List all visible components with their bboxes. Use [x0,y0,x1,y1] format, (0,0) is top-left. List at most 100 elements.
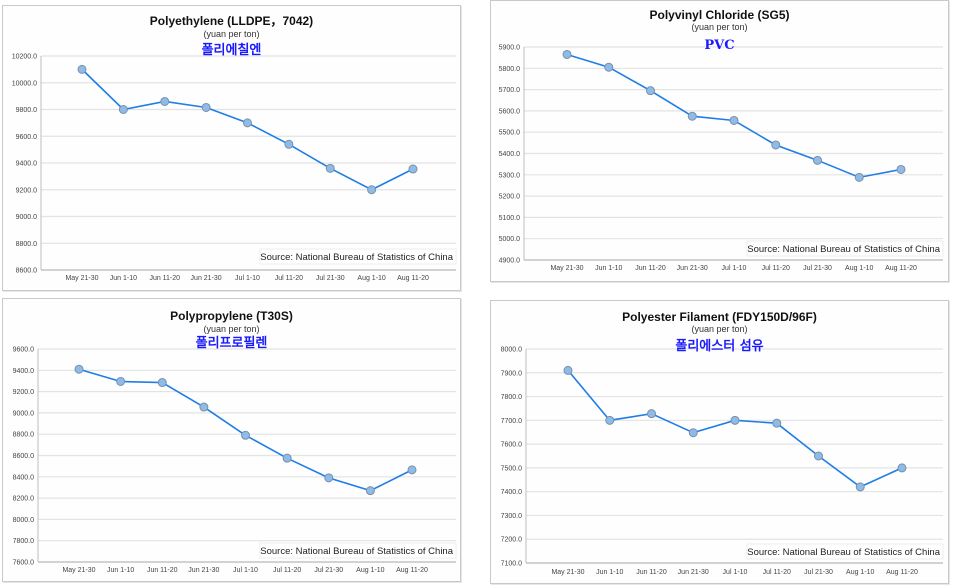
korean-annotation: 폴리에칠엔 [202,42,262,58]
y-tick-label: 8600.0 [16,268,38,275]
y-tick-label: 7600.0 [13,560,35,567]
y-tick-label: 8000.0 [13,517,35,524]
x-tick-label: Aug 1-10 [846,569,875,576]
data-point [813,155,822,165]
y-tick-label: 9400.0 [16,161,38,168]
y-tick-label: 7200.0 [501,537,523,544]
data-point [116,376,126,386]
data-point [814,451,823,461]
x-tick-label: Jun 1-10 [110,275,137,282]
data-point [282,453,292,463]
chart-title: Polyvinyl Chloride (SG5) [649,8,789,22]
chart-panel-pvc: 4900.0 5000.0 5100.0 5200.0 5300.0 5400.0 5500… [490,0,949,282]
source-note: Source: National Bureau of Statistics of… [747,547,940,558]
x-tick-label: Jul 11-20 [763,569,791,576]
y-tick-label: 7100.0 [501,561,523,568]
y-tick-label: 8000.0 [501,347,523,354]
chart-pvc: 4900.0 5000.0 5100.0 5200.0 5300.0 5400.0 5500… [499,8,944,272]
x-tick-label: May 21-30 [62,567,95,574]
x-tick-label: May 21-30 [550,265,583,272]
data-point [324,473,334,483]
data-point [772,418,782,428]
chart-panel-polypropylene: 7600.0 7800.0 8000.0 8200.0 8400.0 8600.0 8800… [2,298,461,582]
x-tick-label: Jul 1-10 [722,265,747,272]
source-note: Source: National Bureau of Statistics of… [747,244,940,255]
y-tick-label: 5900.0 [499,45,521,52]
y-tick-label: 5700.0 [499,87,521,94]
data-point [367,185,377,195]
data-point [562,49,572,59]
x-tick-label: Jun 1-10 [107,567,134,574]
y-tick-label: 8800.0 [16,241,38,248]
chart-subtitle: (yuan per ton) [203,324,259,334]
data-point [77,64,87,74]
x-tick-label: Jun 21-30 [188,567,219,574]
chart-subtitle: (yuan per ton) [203,29,259,39]
x-tick-label: Aug 11-20 [397,275,429,282]
series-line [566,53,902,179]
chart-polyester: 7100.0 7200.0 7300.0 7400.0 7500.0 7600.0 7700… [501,310,944,576]
data-point [118,105,128,114]
x-tick-label: Jun 21-30 [677,265,708,272]
x-tick-label: Jul 11-20 [762,265,790,272]
y-tick-label: 5500.0 [499,130,521,137]
data-point [408,164,418,174]
korean-annotation: PVC [704,38,734,53]
series-line [567,369,903,488]
data-point [688,428,698,438]
y-tick-label: 5400.0 [499,151,521,158]
data-point [771,140,781,150]
data-point [647,409,656,419]
x-tick-label: Jul 21-30 [316,275,345,282]
y-tick-label: 9600.0 [13,347,35,354]
series-line [81,68,414,191]
data-point [896,164,906,174]
source-box [259,542,457,559]
y-tick-label: 9200.0 [16,187,38,194]
y-tick-label: 5000.0 [499,236,521,243]
y-tick-label: 9000.0 [16,214,38,221]
data-point [74,364,84,374]
x-tick-label: Jul 1-10 [235,275,260,282]
y-tick-label: 5800.0 [499,66,521,73]
source-box [746,240,944,257]
y-tick-label: 5300.0 [499,172,521,179]
y-tick-label: 7800.0 [13,538,35,545]
chart-subtitle: (yuan per ton) [691,324,747,334]
x-tick-label: Jun 11-20 [635,265,666,272]
data-point [243,118,252,128]
chart-subtitle: (yuan per ton) [691,22,747,32]
y-tick-label: 5200.0 [499,194,521,201]
x-tick-label: Aug 1-10 [356,567,385,574]
x-tick-label: Aug 11-20 [396,567,428,574]
data-point [563,365,573,375]
data-point [241,430,250,440]
y-tick-label: 9400.0 [13,368,35,375]
x-tick-label: Jul 11-20 [273,567,301,574]
data-point [729,115,739,125]
y-tick-label: 10000.0 [12,80,37,87]
y-tick-label: 9200.0 [13,389,35,396]
y-tick-label: 8200.0 [13,496,35,503]
x-tick-label: Jun 11-20 [636,569,667,576]
y-tick-label: 9000.0 [13,410,35,417]
y-tick-label: 4900.0 [499,258,521,265]
data-point [160,96,170,106]
chart-panel-polyethylene: 8600.0 8800.0 9000.0 9200.0 9400.0 9600.0 9800… [2,5,461,291]
chart-title: Polypropylene (T30S) [170,309,293,323]
data-point [730,415,740,425]
korean-annotation: 폴리프로필렌 [196,335,268,351]
x-tick-label: Jun 1-10 [595,265,622,272]
source-box [259,248,457,265]
x-tick-label: May 21-30 [65,275,98,282]
data-point [604,62,614,72]
data-point [157,378,167,388]
y-tick-label: 7300.0 [501,513,523,520]
x-tick-label: Jun 11-20 [149,275,180,282]
x-tick-label: Aug 11-20 [885,265,917,272]
chart-polyethylene: 8600.0 8800.0 9000.0 9200.0 9400.0 9600.0 9800… [12,14,457,282]
x-tick-label: Jun 11-20 [147,567,178,574]
chart-title: Polyester Filament (FDY150D/96F) [622,310,817,324]
x-tick-label: Jul 11-20 [275,275,303,282]
y-tick-label: 8800.0 [13,432,35,439]
